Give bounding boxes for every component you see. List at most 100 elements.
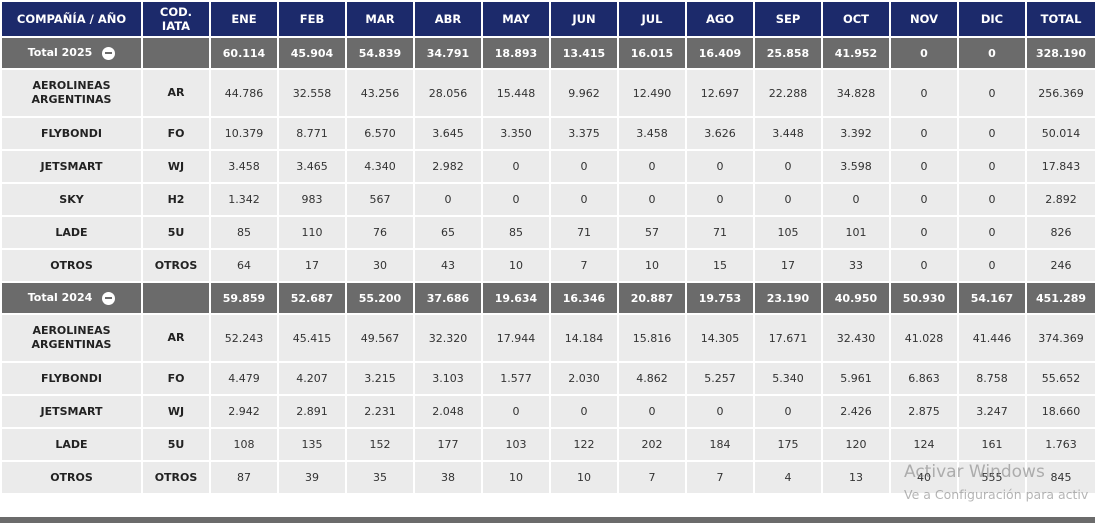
cell-text: AR xyxy=(167,331,185,344)
cell-text: 5.340 xyxy=(772,372,804,385)
value-cell: 43 xyxy=(413,248,483,283)
value-cell: 3.458 xyxy=(209,149,279,184)
cell-text: 0 xyxy=(512,160,520,173)
cell-text: 2.875 xyxy=(908,405,940,418)
value-cell: 39 xyxy=(277,460,347,495)
value-cell: 256.369 xyxy=(1025,68,1095,118)
cell-text: 103 xyxy=(505,438,527,451)
cell-text: 33 xyxy=(849,259,863,272)
airline-name: SKY xyxy=(0,182,143,217)
cell-text: 5.961 xyxy=(840,372,872,385)
value-cell: 30 xyxy=(345,248,415,283)
value-cell: 826 xyxy=(1025,215,1095,250)
cell-text: 39 xyxy=(305,471,319,484)
cell-text: 38 xyxy=(441,471,455,484)
airline-row: FLYBONDI FO 10.379 8.771 6.570 3.645 3.350 3.37… xyxy=(0,116,1095,151)
cell-text: FLYBONDI xyxy=(41,126,102,140)
value-cell: 0 xyxy=(685,394,755,429)
cell-text: 0 xyxy=(512,193,520,206)
value-cell: 0 xyxy=(413,182,483,217)
value-cell: 17 xyxy=(753,248,823,283)
total-cell: 0 xyxy=(957,36,1027,70)
cell-text: 4.479 xyxy=(228,372,260,385)
value-cell: 32.320 xyxy=(413,313,483,363)
value-cell: 3.626 xyxy=(685,116,755,151)
value-cell: 0 xyxy=(481,394,551,429)
total-cell: 16.409 xyxy=(685,36,755,70)
value-cell: 41.028 xyxy=(889,313,959,363)
cell-text: 13.415 xyxy=(562,46,606,60)
value-cell: 0 xyxy=(957,248,1027,283)
cell-text: 3.626 xyxy=(704,127,736,140)
cell-text: 4 xyxy=(784,471,792,484)
cell-text: WJ xyxy=(167,404,185,418)
cell-text: 15.448 xyxy=(496,86,536,100)
cell-text: 2.426 xyxy=(840,405,872,418)
value-cell: 105 xyxy=(753,215,823,250)
cell-text: 1.577 xyxy=(500,372,532,385)
value-cell: 3.645 xyxy=(413,116,483,151)
cell-text: 4.340 xyxy=(364,160,396,173)
cell-text: 3.103 xyxy=(432,372,464,385)
cell-text: 161 xyxy=(981,438,1003,451)
cell-text: 0 xyxy=(648,160,656,173)
total-cell: 52.687 xyxy=(277,281,347,315)
watermark-title: Activar Windows xyxy=(904,462,1045,482)
airline-row: LADE 5U 85 110 76 65 85 71 57 71 105 101 0 0 826 xyxy=(0,215,1095,250)
value-cell: 44.786 xyxy=(209,68,279,118)
value-cell: 13 xyxy=(821,460,891,495)
collapse-icon[interactable] xyxy=(102,291,116,305)
iata-code: 5U xyxy=(141,215,211,250)
cell-text: 34.828 xyxy=(836,86,876,100)
value-cell: 103 xyxy=(481,427,551,462)
value-cell: 14.184 xyxy=(549,313,619,363)
value-cell: 0 xyxy=(957,182,1027,217)
cell-text: 50.930 xyxy=(902,291,946,305)
value-cell: 15 xyxy=(685,248,755,283)
airline-name: LADE xyxy=(0,427,143,462)
value-cell: 0 xyxy=(957,149,1027,184)
column-header: JUN xyxy=(549,0,619,38)
cell-text: 9.962 xyxy=(568,86,600,100)
value-cell: 14.305 xyxy=(685,313,755,363)
value-cell: 202 xyxy=(617,427,687,462)
value-cell: 0 xyxy=(481,149,551,184)
value-cell: 246 xyxy=(1025,248,1095,283)
airline-row: JETSMART WJ 3.458 3.465 4.340 2.982 0 0 0 0 0 3.598… xyxy=(0,149,1095,184)
airline-name: JETSMART xyxy=(0,394,143,429)
cell-text: 65 xyxy=(441,226,455,239)
value-cell: 3.598 xyxy=(821,149,891,184)
table-body: Total 2025 60.114 45.904 54.839 34.791 18.893… xyxy=(0,36,1095,495)
cell-text: 0 xyxy=(716,160,724,173)
airline-name: OTROS xyxy=(0,460,143,495)
value-cell: 0 xyxy=(617,149,687,184)
cell-text: 10 xyxy=(509,259,523,272)
cell-text: 328.190 xyxy=(1035,46,1087,60)
cell-text: 0 xyxy=(648,193,656,206)
cell-text: 2.891 xyxy=(296,405,328,418)
cell-text: 10 xyxy=(509,471,523,484)
value-cell: 3.247 xyxy=(957,394,1027,429)
total-row[interactable]: Total 2025 60.114 45.904 54.839 34.791 18.893… xyxy=(0,36,1095,70)
value-cell: 5.340 xyxy=(753,361,823,396)
collapse-icon[interactable] xyxy=(102,46,116,60)
cell-text: 41.952 xyxy=(834,46,878,60)
total-row[interactable]: Total 2024 59.859 52.687 55.200 37.686 19.634… xyxy=(0,281,1095,315)
cell-text: 3.465 xyxy=(296,160,328,173)
cell-text: NOV xyxy=(910,12,938,26)
cell-text: 12.697 xyxy=(700,86,740,100)
cell-text: OTROS xyxy=(50,258,93,272)
cell-text: 845 xyxy=(1050,471,1072,484)
cell-text: ENE xyxy=(231,12,257,26)
value-cell: 10 xyxy=(481,248,551,283)
column-header: ABR xyxy=(413,0,483,38)
cell-text: 15 xyxy=(713,259,727,272)
value-cell: 2.891 xyxy=(277,394,347,429)
cell-text: 0 xyxy=(988,46,996,60)
cell-text: OTROS xyxy=(154,258,198,272)
airline-row: LADE 5U 108 135 152 177 103 122 202 184 175 120 124 1… xyxy=(0,427,1095,462)
total-label: Total 2024 xyxy=(0,281,143,315)
data-table: COMPAÑÍA / AÑO COD. IATA ENE FEB MAR ABR MAY JU… xyxy=(0,0,1095,495)
cell-text: 32.558 xyxy=(292,86,332,100)
